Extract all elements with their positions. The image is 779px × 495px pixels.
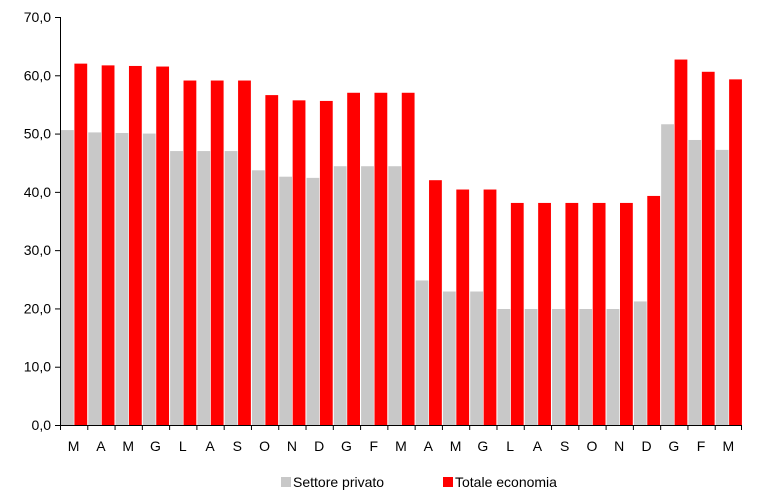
x-tick-label: A (96, 438, 106, 454)
bar-totale-economia (238, 80, 251, 425)
bar-settore-privato (224, 151, 238, 426)
x-tick-label: G (341, 438, 352, 454)
y-tick-label: 0,0 (32, 417, 52, 433)
bar-totale-economia (565, 202, 579, 425)
legend: Settore privato Totale economia (281, 474, 557, 490)
y-tick-label: 50,0 (24, 126, 51, 142)
x-tick-label: G (477, 438, 488, 454)
bar-totale-economia (483, 189, 497, 425)
bar-settore-privato (633, 301, 647, 425)
x-tick-label: S (560, 438, 569, 454)
bar-settore-privato (197, 151, 211, 426)
bar-settore-privato (470, 291, 483, 425)
bar-settore-privato (142, 133, 156, 426)
bar-totale-economia (156, 66, 170, 426)
bar-totale-economia (265, 95, 279, 426)
legend-label-totale-economia: Totale economia (455, 474, 557, 490)
legend-swatch-settore-privato (281, 477, 291, 487)
bar-settore-privato (306, 177, 320, 425)
x-tick-label: D (641, 438, 651, 454)
bar-settore-privato (661, 124, 674, 425)
bar-totale-economia (210, 80, 224, 425)
bar-totale-economia (538, 202, 551, 425)
bars-group (61, 59, 742, 426)
bar-totale-economia (510, 202, 524, 425)
x-tick-label: S (233, 438, 242, 454)
bar-settore-privato (333, 166, 347, 425)
x-tick-label: A (205, 438, 215, 454)
x-tick-label: M (122, 438, 134, 454)
x-tick-label: A (533, 438, 543, 454)
x-tick-label: O (587, 438, 598, 454)
bar-totale-economia (101, 65, 115, 426)
x-tick-label: N (614, 438, 624, 454)
bar-settore-privato (497, 309, 511, 425)
y-tick-label: 30,0 (24, 242, 51, 258)
y-tick-label: 60,0 (24, 67, 51, 83)
bar-settore-privato (279, 176, 293, 425)
x-tick-label: A (424, 438, 434, 454)
x-tick-label: N (287, 438, 297, 454)
bar-settore-privato (251, 170, 265, 425)
bar-totale-economia (347, 92, 360, 426)
bar-totale-economia (128, 65, 142, 426)
bar-settore-privato (552, 309, 565, 425)
legend-label-settore-privato: Settore privato (293, 474, 384, 490)
bar-totale-economia (647, 195, 661, 425)
bar-totale-economia (292, 100, 306, 425)
x-tick-label: O (259, 438, 270, 454)
x-tick-label: G (150, 438, 161, 454)
x-tick-label: G (668, 438, 679, 454)
bar-settore-privato (524, 309, 538, 425)
bar-totale-economia (401, 92, 415, 426)
x-tick-label: F (369, 438, 378, 454)
x-tick-label: L (506, 438, 514, 454)
bar-totale-economia (729, 79, 742, 425)
bar-totale-economia (374, 92, 388, 426)
x-tick-label: L (179, 438, 187, 454)
bar-totale-economia (674, 59, 688, 425)
bar-totale-economia (319, 100, 333, 425)
y-tick-label: 70,0 (24, 9, 51, 25)
x-tick-label: M (68, 438, 80, 454)
bar-settore-privato (688, 139, 702, 426)
x-tick-label: D (314, 438, 324, 454)
x-tick-label: M (450, 438, 462, 454)
x-tick-label: M (723, 438, 735, 454)
bar-totale-economia (183, 80, 197, 425)
legend-swatch-totale-economia (443, 477, 453, 487)
bar-settore-privato (115, 132, 129, 425)
bar-totale-economia (701, 71, 715, 425)
bar-totale-economia (456, 189, 470, 425)
bar-settore-privato (88, 132, 102, 426)
bar-totale-economia (74, 63, 88, 425)
bar-settore-privato (361, 166, 374, 425)
y-tick-label: 20,0 (24, 300, 51, 316)
x-tick-label: F (697, 438, 706, 454)
bar-settore-privato (61, 130, 74, 425)
bar-settore-privato (388, 166, 402, 425)
bar-settore-privato (415, 280, 429, 425)
bar-settore-privato (606, 309, 620, 425)
bar-settore-privato (442, 291, 456, 425)
bar-settore-privato (170, 151, 183, 426)
bar-totale-economia (429, 180, 442, 425)
bar-settore-privato (579, 309, 593, 425)
bar-settore-privato (715, 149, 729, 426)
bar-totale-economia (592, 202, 606, 425)
x-tick-label: M (395, 438, 407, 454)
y-tick-label: 10,0 (24, 359, 51, 375)
bar-totale-economia (620, 202, 633, 425)
y-tick-label: 40,0 (24, 184, 51, 200)
y-axis: 0,0 10,0 20,0 30,0 40,0 50,0 60,0 70,0 (24, 9, 60, 433)
